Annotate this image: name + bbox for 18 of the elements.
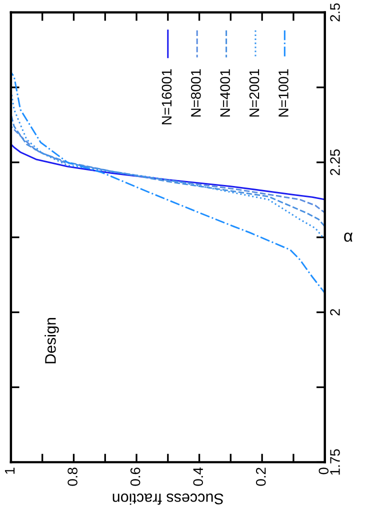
legend-label: N=16001 bbox=[162, 69, 172, 124]
legend-label: N=2001 bbox=[249, 69, 260, 117]
y-tick-label: 2 bbox=[330, 309, 340, 316]
x-tick-label: 0.2 bbox=[256, 468, 266, 486]
legend-label: N=1001 bbox=[278, 69, 288, 117]
x-tick-label: 0.8 bbox=[68, 468, 78, 486]
x-tick-label: 1 bbox=[4, 468, 15, 474]
y-tick-label: 2.5 bbox=[330, 3, 340, 22]
x-tick-label: 0 bbox=[318, 468, 329, 474]
y-tick-label: 2.25 bbox=[330, 149, 340, 176]
x-axis-title: Success fraction bbox=[112, 494, 224, 505]
x-tick-label: 0.4 bbox=[193, 467, 204, 486]
legend-label: N=8001 bbox=[190, 69, 201, 117]
x-tick-label: 0.6 bbox=[130, 468, 140, 486]
y-axis-title: α bbox=[344, 232, 353, 242]
y-tick-label: 1.75 bbox=[330, 449, 340, 475]
legend-label: N=4001 bbox=[220, 69, 230, 117]
annotation: Design bbox=[44, 318, 59, 364]
